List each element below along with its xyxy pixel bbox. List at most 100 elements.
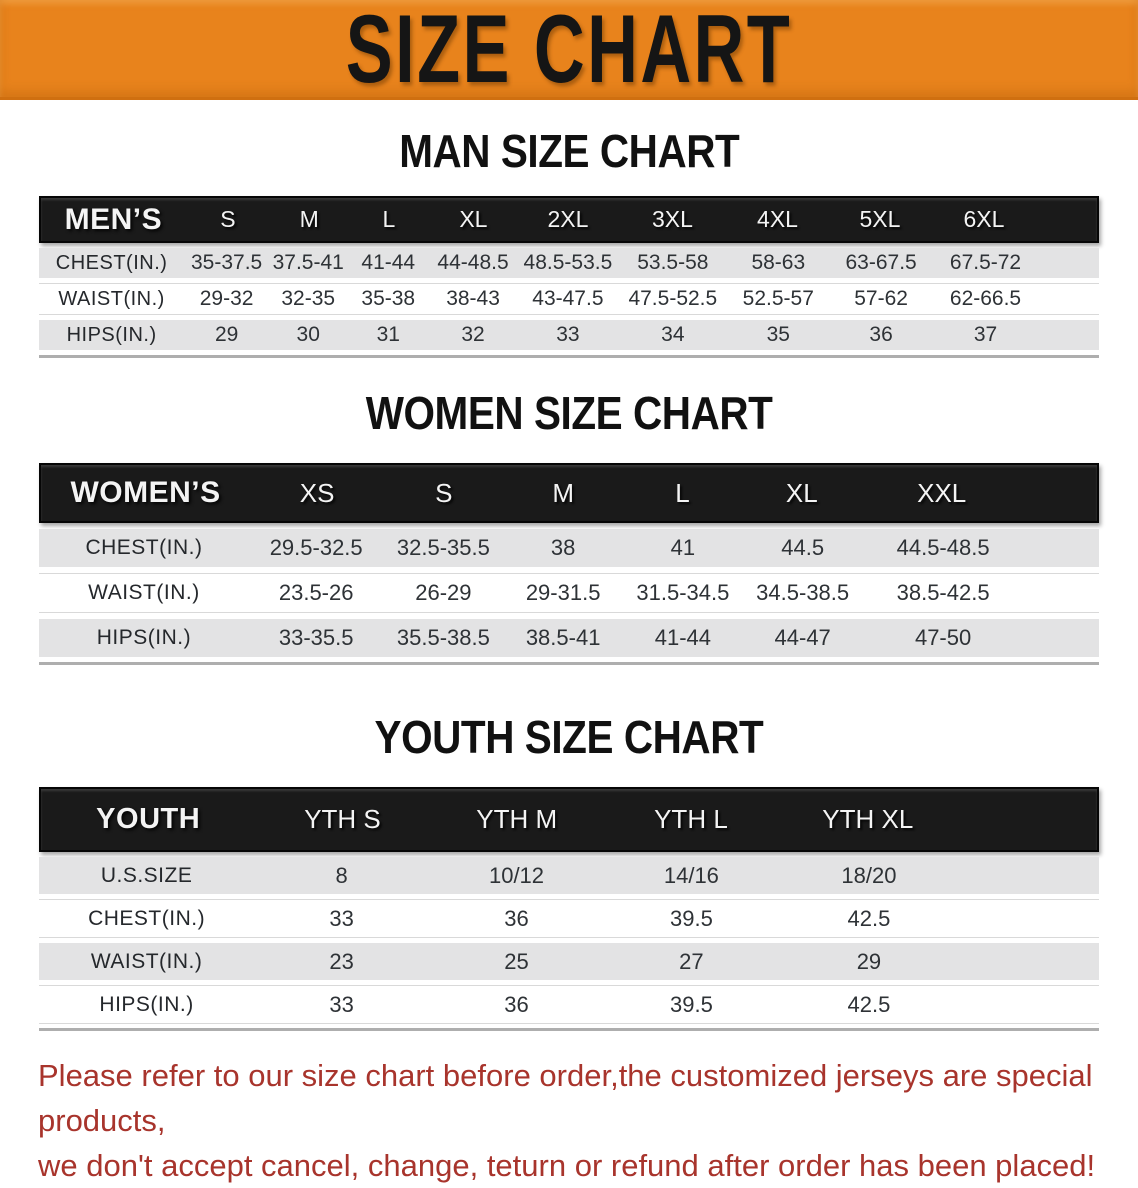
value-cell: 39.5 xyxy=(669,991,713,1017)
value-cell: 47.5-52.5 xyxy=(628,287,718,310)
size-header-cell: XL xyxy=(459,206,488,232)
value-cell: 41-44 xyxy=(361,251,416,274)
men-heading-text: MAN SIZE CHART xyxy=(398,125,740,177)
size-header-cell: 5XL xyxy=(859,206,901,232)
value-cell: 32-35 xyxy=(281,287,336,310)
value-cell: 34 xyxy=(661,323,685,346)
footer-note-line2: we don't accept cancel, change, teturn o… xyxy=(38,1148,1096,1183)
table-bottom-rule xyxy=(39,662,1099,665)
size-header-cell: XS xyxy=(299,477,335,508)
value-cell: 29 xyxy=(856,948,882,974)
value-cell: 32 xyxy=(461,323,485,346)
women-size-table: WOMEN’S XS S M L XL XXL CHEST(IN.) 29.5-… xyxy=(39,463,1099,665)
men-chest-row: CHEST(IN.) 35-37.5 37.5-41 41-44 44-48.5… xyxy=(39,248,1099,278)
row-label-cell: HIPS(IN.) xyxy=(66,323,157,346)
value-cell: 41 xyxy=(670,535,696,560)
value-cell: 30 xyxy=(296,323,320,346)
footer-note-line1: Please refer to our size chart before or… xyxy=(38,1058,1093,1138)
women-hips-row: HIPS(IN.) 33-35.5 35.5-38.5 38.5-41 41-4… xyxy=(39,619,1099,657)
value-cell: 33 xyxy=(329,991,354,1017)
value-cell: 8 xyxy=(335,862,348,888)
value-cell: 18/20 xyxy=(841,862,897,888)
men-table-header-row: MEN’S S M L XL 2XL 3XL 4XL 5XL 6XL xyxy=(39,196,1099,243)
men-section-heading: MAN SIZE CHART xyxy=(0,128,1138,174)
value-cell: 38-43 xyxy=(446,287,500,310)
size-header-cell: XXL xyxy=(917,477,967,508)
value-cell: 37.5-41 xyxy=(272,251,344,274)
value-cell: 34.5-38.5 xyxy=(756,580,850,605)
size-header-cell: 4XL xyxy=(757,206,798,232)
row-label-cell: U.S.SIZE xyxy=(100,863,193,887)
youth-header-label: YOUTH xyxy=(96,803,201,835)
table-bottom-rule xyxy=(39,355,1099,358)
size-header-cell: YTH XL xyxy=(822,804,914,834)
men-waist-row: WAIST(IN.) 29-32 32-35 35-38 38-43 43-47… xyxy=(39,283,1099,315)
size-header-cell: L xyxy=(382,206,396,232)
value-cell: 43-47.5 xyxy=(532,287,604,310)
women-section-heading: WOMEN SIZE CHART xyxy=(0,390,1138,436)
row-label-cell: CHEST(IN.) xyxy=(85,536,203,559)
women-chest-row: CHEST(IN.) 29.5-32.5 32.5-35.5 38 41 44.… xyxy=(39,529,1099,567)
value-cell: 58-63 xyxy=(751,251,806,274)
value-cell: 31.5-34.5 xyxy=(636,580,730,605)
size-header-cell: S xyxy=(435,477,453,508)
value-cell: 33-35.5 xyxy=(278,625,354,650)
women-table-header-row: WOMEN’S XS S M L XL XXL xyxy=(39,463,1099,523)
banner-title: SIZE CHART xyxy=(345,0,793,103)
value-cell: 29-32 xyxy=(199,287,254,310)
value-cell: 36 xyxy=(504,991,529,1017)
value-cell: 36 xyxy=(869,323,893,346)
value-cell: 62-66.5 xyxy=(949,287,1022,310)
table-bottom-rule xyxy=(39,1028,1099,1031)
value-cell: 27 xyxy=(679,948,704,974)
value-cell: 23.5-26 xyxy=(278,580,354,605)
value-cell: 33 xyxy=(329,905,354,931)
row-label-cell: WAIST(IN.) xyxy=(90,949,203,973)
size-header-cell: 6XL xyxy=(963,206,1005,232)
value-cell: 38 xyxy=(550,535,576,560)
row-label-cell: WAIST(IN.) xyxy=(58,287,165,310)
value-cell: 42.5 xyxy=(847,991,891,1017)
row-label-cell: CHEST(IN.) xyxy=(88,906,206,930)
value-cell: 36 xyxy=(504,905,529,931)
value-cell: 29-31.5 xyxy=(525,580,601,605)
value-cell: 35.5-38.5 xyxy=(396,625,490,650)
value-cell: 10/12 xyxy=(488,862,545,888)
value-cell: 33 xyxy=(556,323,580,346)
value-cell: 23 xyxy=(329,948,354,974)
value-cell: 67.5-72 xyxy=(949,251,1022,274)
value-cell: 38.5-41 xyxy=(525,625,601,650)
value-cell: 31 xyxy=(376,323,400,346)
youth-section-heading: YOUTH SIZE CHART xyxy=(0,714,1138,760)
size-header-cell: YTH S xyxy=(304,804,381,834)
men-size-table: MEN’S S M L XL 2XL 3XL 4XL 5XL 6XL CHEST… xyxy=(39,196,1099,358)
value-cell: 42.5 xyxy=(847,905,891,931)
value-cell: 14/16 xyxy=(663,862,719,888)
women-waist-row: WAIST(IN.) 23.5-26 26-29 29-31.5 31.5-34… xyxy=(39,573,1099,613)
banner: SIZE CHART xyxy=(0,0,1138,100)
value-cell: 29 xyxy=(214,323,239,346)
men-hips-row: HIPS(IN.) 29 30 31 32 33 34 35 36 37 xyxy=(39,320,1099,350)
footer-note: Please refer to our size chart before or… xyxy=(38,1053,1138,1188)
youth-chest-row: CHEST(IN.) 33 36 39.5 42.5 xyxy=(39,899,1099,938)
women-heading-text: WOMEN SIZE CHART xyxy=(365,387,773,439)
value-cell: 39.5 xyxy=(669,905,713,931)
value-cell: 37 xyxy=(973,323,998,346)
row-label-cell: WAIST(IN.) xyxy=(88,581,200,604)
youth-size-table: YOUTH YTH S YTH M YTH L YTH XL U.S.SIZE … xyxy=(39,787,1099,1031)
value-cell: 25 xyxy=(504,948,529,974)
row-label-cell: HIPS(IN.) xyxy=(96,626,192,649)
value-cell: 35-38 xyxy=(361,287,416,310)
row-label-cell: CHEST(IN.) xyxy=(55,251,168,274)
women-header-label: WOMEN’S xyxy=(70,476,221,509)
value-cell: 32.5-35.5 xyxy=(396,535,490,560)
size-header-cell: YTH L xyxy=(654,804,728,834)
value-cell: 35-37.5 xyxy=(191,251,263,274)
value-cell: 41-44 xyxy=(654,625,712,650)
value-cell: 29.5-32.5 xyxy=(269,535,363,560)
size-header-cell: L xyxy=(675,477,690,508)
value-cell: 44.5-48.5 xyxy=(896,535,990,560)
size-header-cell: 3XL xyxy=(651,206,693,232)
men-header-label: MEN’S xyxy=(64,202,163,236)
youth-heading-text: YOUTH SIZE CHART xyxy=(374,711,764,763)
